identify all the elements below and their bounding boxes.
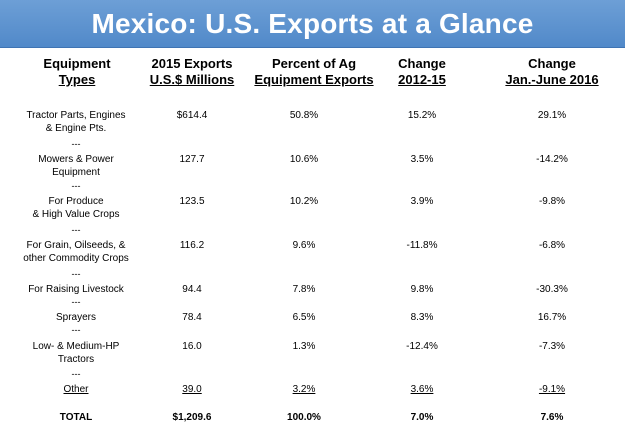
header-line1: Change [528, 56, 576, 71]
percent-value: 10.2% [289, 196, 319, 207]
total-percent: 100.0% [287, 412, 321, 423]
total-change-2016: 7.6% [540, 412, 564, 423]
change-2016-value: 16.7% [537, 312, 567, 323]
equipment-type: Sprayers [0, 311, 152, 324]
change-2016-value: -6.8% [538, 240, 566, 251]
percent-value: 9.6% [292, 240, 316, 251]
equipment-type-line: Mowers & Power [38, 154, 114, 165]
equipment-type: For Grain, Oilseeds, & other Commodity Cr… [0, 239, 152, 265]
header-2015-exports: 2015 Exports U.S.$ Millions [130, 56, 254, 88]
percent-value: 50.8% [289, 110, 319, 121]
exports-value: 116.2 [179, 240, 205, 251]
row-separator: --- [71, 181, 81, 191]
change-2016-value: -9.8% [538, 196, 566, 207]
change-2012-15-value: 3.6% [410, 384, 434, 395]
total-exports: $1,209.6 [172, 412, 212, 423]
change-2012-15-value: 3.9% [410, 196, 434, 207]
exports-value: 16.0 [182, 341, 202, 352]
equipment-type-line: Low- & Medium-HP [32, 341, 120, 352]
percent-value: 7.8% [292, 284, 316, 295]
change-2016-value: -9.1% [538, 384, 566, 395]
percent-value: 10.6% [289, 154, 319, 165]
percent-value: 6.5% [292, 312, 316, 323]
exports-value: 78.4 [182, 312, 202, 323]
header-equipment-types: Equipment Types [22, 56, 132, 88]
percent-value: 3.2% [292, 384, 316, 395]
equipment-type-line: For Produce [48, 196, 104, 207]
equipment-type-line: Sprayers [55, 312, 96, 323]
equipment-type: Low- & Medium-HP Tractors [0, 340, 152, 366]
change-2016-value: -30.3% [536, 284, 568, 295]
row-separator: --- [71, 139, 81, 149]
row-separator: --- [71, 297, 81, 307]
header-line2: 2012-15 [398, 72, 446, 87]
change-2012-15-value: 9.8% [410, 284, 434, 295]
exports-value: $614.4 [176, 110, 208, 121]
header-line2: Equipment Exports [254, 72, 374, 87]
row-separator: --- [71, 269, 81, 279]
equipment-type-line: Other [63, 384, 89, 395]
change-2016-value: -14.2% [536, 154, 568, 165]
change-2012-15-value: -11.8% [406, 240, 438, 251]
percent-value: 1.3% [292, 341, 316, 352]
header-line2: Types [58, 72, 96, 87]
header-line2: Jan.-June 2016 [505, 72, 599, 87]
equipment-type: Tractor Parts, Engines & Engine Pts. [0, 109, 152, 135]
equipment-type-line: & High Value Crops [32, 209, 120, 220]
total-label: TOTAL [59, 412, 93, 423]
header-percent-ag: Percent of Ag Equipment Exports [244, 56, 384, 88]
equipment-type: For Produce & High Value Crops [0, 195, 152, 221]
header-line1: 2015 Exports [151, 56, 233, 71]
row-separator: --- [71, 225, 81, 235]
total-change-2012-15: 7.0% [410, 412, 434, 423]
change-2016-value: 29.1% [537, 110, 567, 121]
header-line1: Change [398, 56, 446, 71]
equipment-type-line: Tractor Parts, Engines [26, 110, 126, 121]
equipment-type-line: For Grain, Oilseeds, & [26, 240, 126, 251]
equipment-type-line: Tractors [57, 354, 95, 365]
change-2012-15-value: 8.3% [410, 312, 434, 323]
header-line1: Percent of Ag [271, 56, 357, 71]
exports-value: 39.0 [182, 384, 202, 395]
row-separator: --- [71, 369, 81, 379]
equipment-type: Other [0, 383, 152, 396]
exports-value: 123.5 [179, 196, 205, 207]
equipment-type-line: For Raising Livestock [28, 284, 124, 295]
title-banner: Mexico: U.S. Exports at a Glance [0, 0, 625, 48]
change-2012-15-value: -12.4% [406, 341, 438, 352]
header-line2: U.S.$ Millions [149, 72, 235, 87]
exports-value: 94.4 [182, 284, 202, 295]
change-2016-value: -7.3% [538, 341, 566, 352]
equipment-type-line: Equipment [52, 167, 100, 178]
header-change-2012-15: Change 2012-15 [372, 56, 472, 88]
row-separator: --- [71, 325, 81, 335]
equipment-type-line: & Engine Pts. [45, 123, 107, 134]
page-title: Mexico: U.S. Exports at a Glance [91, 7, 534, 39]
header-line1: Equipment [43, 56, 111, 71]
equipment-type: Mowers & Power Equipment [0, 153, 152, 179]
change-2012-15-value: 3.5% [410, 154, 434, 165]
equipment-type-line: other Commodity Crops [23, 253, 129, 264]
change-2012-15-value: 15.2% [407, 110, 437, 121]
exports-value: 127.7 [179, 154, 205, 165]
equipment-type: For Raising Livestock [0, 283, 152, 296]
header-change-2016: Change Jan.-June 2016 [497, 56, 607, 88]
